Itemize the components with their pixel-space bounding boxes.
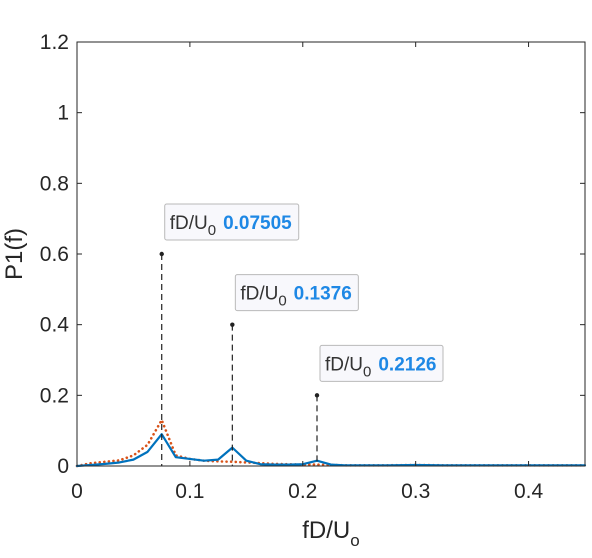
x-tick-label: 0.4: [514, 480, 544, 503]
x-tick-label: 0.3: [401, 480, 430, 503]
data-tip-label: fD/U: [170, 213, 208, 234]
y-tick-label: 0.2: [40, 384, 69, 407]
data-tip-box: [319, 344, 444, 382]
annotation-marker: [314, 393, 320, 398]
x-axis-label: fD/Uo: [302, 517, 359, 550]
series-layer: [75, 418, 587, 468]
y-tick-label: 0: [57, 455, 69, 478]
data-tip-label: fD/U: [240, 284, 278, 305]
data-tip-text: fD/U0 0.1376: [240, 284, 351, 310]
y-tick-label: 1.2: [40, 31, 69, 54]
data-tip-value: 0.2126: [378, 354, 436, 375]
x-axis-label-main: fD/U: [302, 517, 350, 544]
data-tip-value: 0.07505: [223, 213, 292, 234]
data-tip: fD/U0 0.07505: [164, 203, 300, 241]
y-tick-label: 0.4: [40, 314, 70, 337]
data-tip-sub: 0: [278, 293, 286, 310]
data-tip-sub: 0: [363, 363, 371, 380]
data-tip-sub: 0: [208, 222, 216, 239]
series-line-solid: [75, 433, 587, 468]
data-tip-text: fD/U0 0.07505: [170, 213, 292, 239]
y-tick-label: 0.8: [40, 172, 69, 195]
annotation-lines: [159, 251, 320, 466]
data-tip: fD/U0 0.2126: [319, 344, 444, 382]
y-tick-label: 0.6: [40, 243, 69, 266]
plot-background: [77, 42, 585, 466]
annotation-marker: [230, 322, 235, 327]
x-tick-label: 0.1: [175, 480, 204, 503]
y-axis-label: P1(f): [1, 228, 28, 280]
data-tip-text: fD/U0 0.2126: [325, 354, 436, 380]
data-tip: fD/U0 0.1376: [234, 274, 359, 312]
x-axis-label-sub: o: [350, 531, 359, 550]
data-tip-label: fD/U: [325, 354, 363, 375]
x-ticks: 0 0.1 0.2 0.3 0.4: [71, 42, 543, 503]
x-tick-label: 0.2: [288, 480, 317, 503]
y-ticks: 0 0.2 0.4 0.6 0.8 1 1.2: [40, 31, 585, 478]
data-tip-value: 0.1376: [294, 284, 352, 305]
x-tick-label: 0: [71, 480, 83, 503]
data-tip-box: [234, 274, 359, 312]
data-tip-box: [164, 203, 300, 241]
y-tick-label: 1: [57, 102, 69, 125]
annotation-marker: [159, 251, 164, 257]
series-line-dotted: [75, 418, 587, 468]
